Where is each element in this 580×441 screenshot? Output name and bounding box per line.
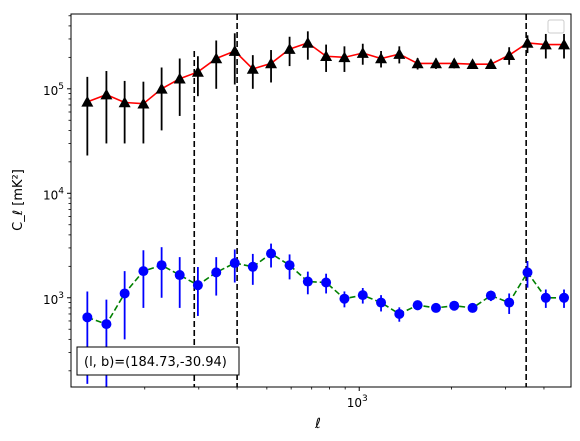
series-0-point — [484, 58, 497, 70]
legend-box — [547, 19, 565, 34]
series-0-point — [356, 47, 369, 58]
series-0-point — [155, 82, 168, 94]
x-axis-label: ℓ — [314, 416, 321, 432]
series-1-point — [540, 292, 551, 303]
x-tick-label: 103 — [347, 394, 368, 410]
plot-area — [81, 14, 571, 387]
series-0-point — [283, 43, 296, 54]
series-1-point — [174, 270, 185, 281]
series-0-point — [265, 57, 278, 69]
y-tick-label: 105 — [43, 82, 64, 98]
series-1-point — [284, 260, 295, 271]
annotation-frame — [76, 346, 240, 376]
series-1-point — [211, 267, 222, 278]
series-0-point — [448, 57, 461, 69]
series-1-point — [119, 288, 130, 299]
series-0-point — [246, 62, 259, 74]
series-0-point — [191, 65, 204, 77]
series-0-point — [81, 95, 94, 107]
series-1-point — [357, 290, 368, 301]
y-tick-label: 104 — [43, 186, 64, 202]
series-1-line — [87, 252, 565, 326]
series-0-point — [338, 51, 351, 63]
series-1-point — [247, 261, 258, 272]
series-0-point — [320, 50, 333, 62]
series-1-point — [192, 280, 203, 291]
series-1-point — [522, 267, 533, 278]
y-tick-label: 103 — [43, 291, 64, 307]
series-0-point — [173, 72, 186, 84]
series-1-point — [339, 293, 350, 304]
series-1-point — [394, 308, 405, 319]
series-0-point — [118, 96, 131, 108]
series-1-point — [376, 297, 387, 308]
series-0-point — [301, 36, 314, 48]
y-axis-label: C_ℓ [mK²] — [11, 169, 26, 231]
series-0-point — [100, 88, 113, 100]
series-0-point — [375, 52, 388, 64]
series-1-point — [156, 260, 167, 271]
series-0-point — [521, 36, 534, 48]
series-1-point — [266, 248, 277, 259]
annotation-text: (l, b)=(184.73,-30.94) — [84, 355, 227, 370]
series-1-point — [321, 277, 332, 288]
series-1-point — [504, 297, 515, 308]
axes-frame — [70, 13, 572, 388]
series-0-point — [393, 48, 406, 59]
series-0-point — [539, 38, 552, 50]
series-0-point — [503, 49, 516, 60]
series-0-point — [137, 97, 150, 109]
series-0-point — [429, 57, 442, 69]
series-1-point — [485, 290, 496, 301]
axis-ticks: 103 103 104 105 — [43, 15, 545, 410]
series-0-point — [466, 58, 479, 70]
series-1-point — [138, 266, 149, 277]
series-0-point — [411, 57, 424, 69]
series-1-point — [302, 276, 313, 287]
series-0-point — [558, 38, 571, 50]
series-1-point — [430, 302, 441, 313]
series-1-point — [101, 319, 112, 330]
series-1-point — [82, 312, 93, 323]
series-1-point — [412, 300, 423, 311]
series-0-point — [210, 52, 223, 64]
series-1-point — [467, 302, 478, 313]
series-1-point — [229, 258, 240, 269]
series-1-point — [449, 300, 460, 311]
series-1-point — [559, 292, 570, 303]
series-0-point — [228, 45, 241, 56]
annotation-box: (l, b)=(184.73,-30.94) — [76, 346, 240, 376]
